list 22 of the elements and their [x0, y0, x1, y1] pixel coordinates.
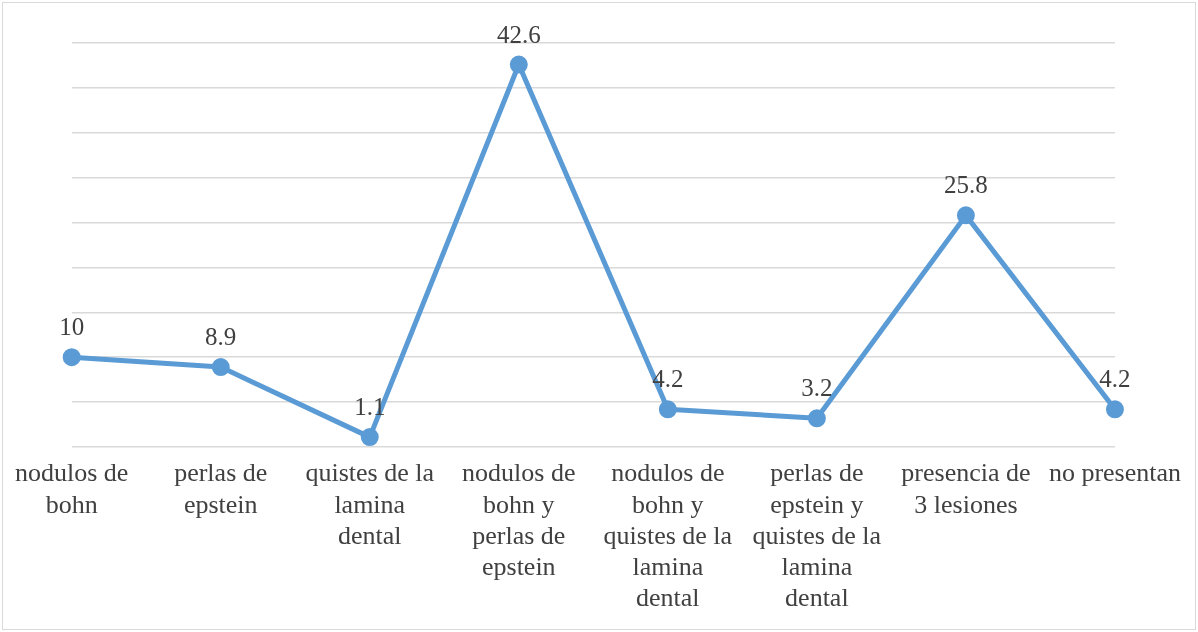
x-tick-label: nodulos de bohn	[15, 458, 129, 519]
data-label: 25.8	[944, 171, 988, 199]
point	[360, 428, 379, 447]
data-label: 10	[59, 313, 85, 341]
data-label: 8.9	[205, 323, 237, 351]
point	[807, 409, 826, 428]
point	[211, 358, 230, 377]
data-label: 3.2	[801, 374, 833, 402]
point	[509, 55, 528, 74]
data-label: 4.2	[1099, 365, 1131, 393]
point	[62, 348, 81, 367]
x-tick-label: perlas de epstein y quistes de la lamina dental	[752, 458, 882, 613]
x-tick-label: perlas de epstein	[174, 458, 268, 519]
x-tick-label: nodulos de bohn y quistes de la lamina dental	[603, 458, 733, 613]
x-tick-label: presencia de 3 lesiones	[901, 458, 1031, 519]
point	[658, 400, 677, 419]
x-tick-label: no presentan	[1048, 458, 1181, 488]
point	[1105, 400, 1124, 419]
data-label: 42.6	[496, 20, 541, 48]
x-tick-label: nodulos de bohn y perlas de epstein	[462, 458, 576, 582]
x-tick-label: quistes de la lamina dental	[305, 458, 435, 550]
point	[956, 206, 975, 225]
